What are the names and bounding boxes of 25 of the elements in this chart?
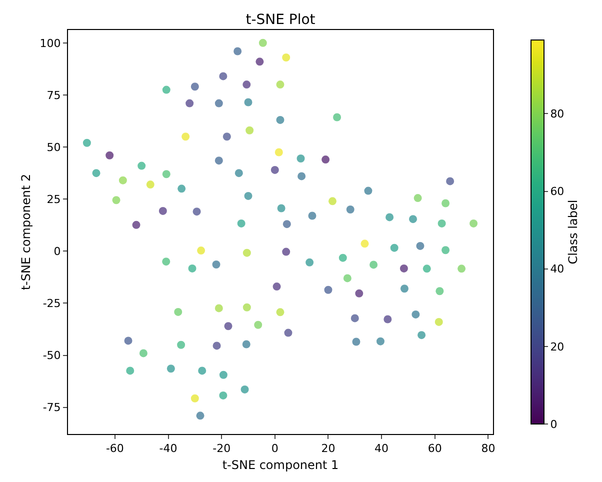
color-bar-label: 40 <box>550 262 564 276</box>
y-tick-label: 0 <box>54 245 61 258</box>
y-tick-label: -25 <box>42 297 61 310</box>
x-tick-label: -60 <box>106 442 124 456</box>
chart-title: t-SNE Plot <box>246 12 316 28</box>
y-tick-label: 25 <box>46 192 61 206</box>
y-tick-label: -50 <box>42 349 61 362</box>
color-bar-label: 0 <box>550 418 558 431</box>
color-bar-label: 20 <box>550 340 564 354</box>
y-tick-label: 50 <box>46 140 61 154</box>
x-tick-label: -40 <box>159 442 178 456</box>
y-tick-label: 100 <box>40 36 61 50</box>
color-bar-label: 60 <box>550 185 564 198</box>
y-axis-title: t-SNE component 2 <box>19 174 34 290</box>
x-tick-label: 0 <box>271 442 278 456</box>
color-bar-title: Class label <box>566 200 580 264</box>
x-tick-label: 40 <box>374 442 389 456</box>
x-axis-title: t-SNE component 1 <box>222 458 339 472</box>
x-tick-label: 20 <box>321 442 336 456</box>
y-tick-label: -75 <box>42 401 61 414</box>
y-tick-label: 75 <box>46 88 61 102</box>
x-tick-label: -20 <box>212 442 231 456</box>
color-bar-label: 80 <box>550 108 564 121</box>
x-tick-label: 80 <box>481 442 496 456</box>
x-tick-label: 60 <box>428 442 442 456</box>
